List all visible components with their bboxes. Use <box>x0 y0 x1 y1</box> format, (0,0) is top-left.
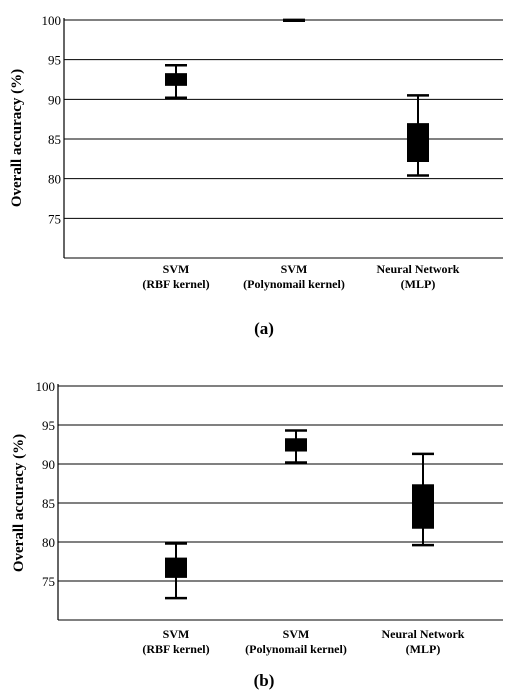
box-1 <box>165 73 187 86</box>
x-category-label: SVM <box>283 627 310 641</box>
y-tick-label: 85 <box>42 496 55 511</box>
y-axis-label: Overall accuracy (%) <box>11 434 27 572</box>
y-tick-label: 95 <box>42 418 55 433</box>
y-tick-label: 90 <box>48 92 61 107</box>
y-tick-label: 100 <box>42 13 62 28</box>
x-category-label: Neural Network <box>377 262 460 276</box>
x-category-label: (RBF kernel) <box>142 642 209 656</box>
x-category-label: (Polynomail kernel) <box>245 642 347 656</box>
box-3 <box>407 123 429 163</box>
x-category-label: SVM <box>163 262 190 276</box>
y-tick-label: 95 <box>48 53 61 68</box>
box-3 <box>412 484 434 529</box>
box-2 <box>283 20 305 22</box>
x-category-label: (MLP) <box>406 642 441 656</box>
x-category-label: SVM <box>163 627 190 641</box>
x-category-label: Neural Network <box>382 627 465 641</box>
y-tick-label: 85 <box>48 132 61 147</box>
y-tick-label: 80 <box>48 172 61 187</box>
x-category-label: (RBF kernel) <box>142 277 209 291</box>
x-category-label: SVM <box>281 262 308 276</box>
y-tick-label: 75 <box>42 574 55 589</box>
y-tick-label: 80 <box>42 535 55 550</box>
panel-label: (a) <box>254 319 274 338</box>
x-category-label: (MLP) <box>401 277 436 291</box>
y-tick-label: 75 <box>48 211 61 226</box>
box-2 <box>285 438 307 452</box>
y-tick-label: 100 <box>36 379 56 394</box>
y-tick-label: 90 <box>42 457 55 472</box>
panel-label: (b) <box>254 671 275 690</box>
y-axis-label: Overall accuracy (%) <box>9 69 25 207</box>
box-1 <box>165 557 187 578</box>
x-category-label: (Polynomail kernel) <box>243 277 345 291</box>
